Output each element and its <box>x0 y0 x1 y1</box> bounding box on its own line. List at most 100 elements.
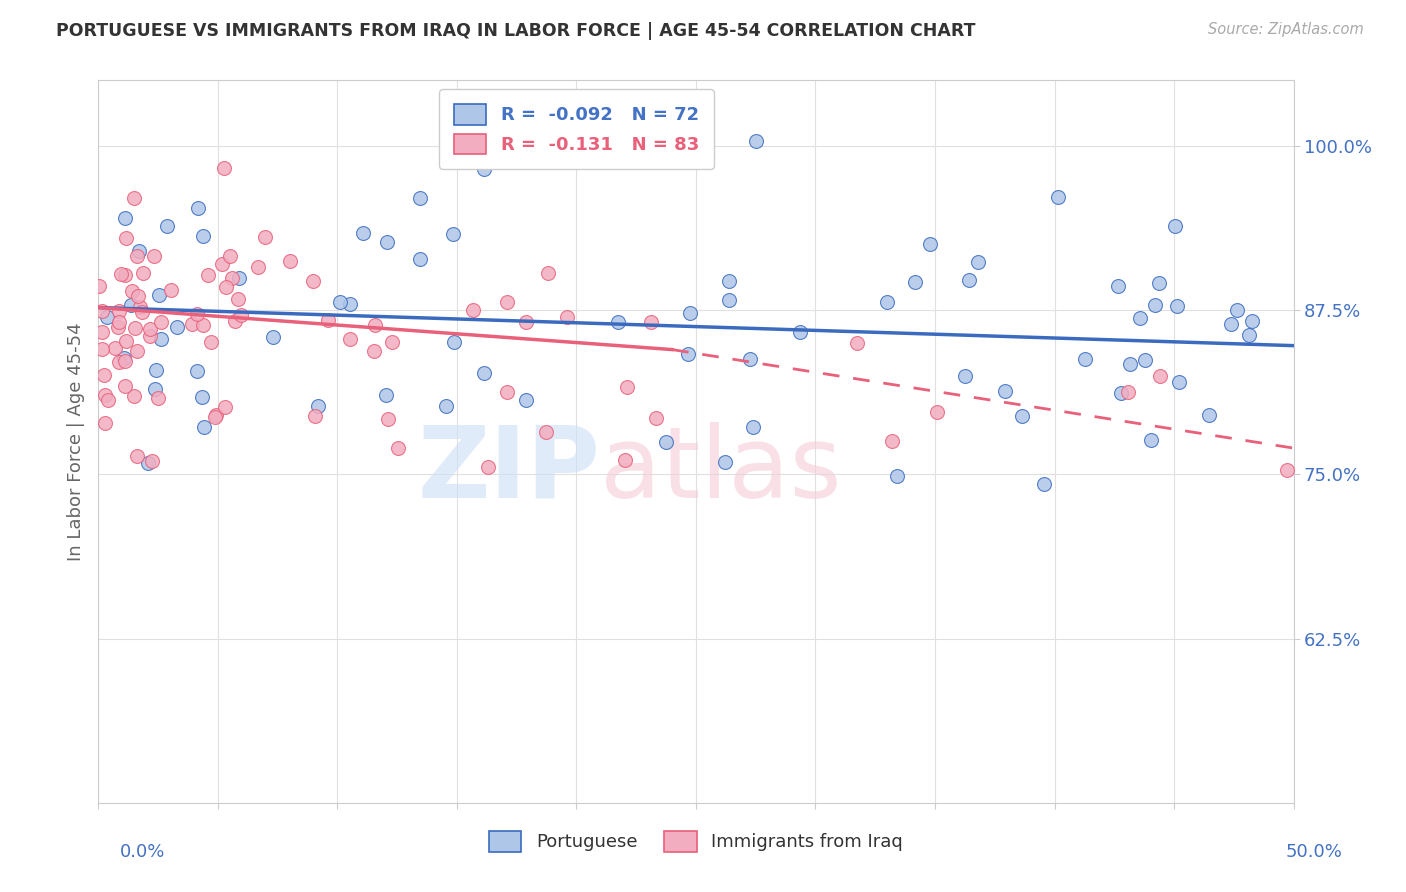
Point <box>186 364 208 378</box>
Point <box>738 352 761 367</box>
Point <box>124 321 146 335</box>
Point <box>112 351 135 365</box>
Point <box>461 303 484 318</box>
Point <box>94 388 117 402</box>
Point <box>143 382 166 396</box>
Text: PORTUGUESE VS IMMIGRANTS FROM IRAQ IN LABOR FORCE | AGE 45-54 CORRELATION CHART: PORTUGUESE VS IMMIGRANTS FROM IRAQ IN LA… <box>56 22 976 40</box>
Point <box>495 295 517 310</box>
Point <box>136 456 159 470</box>
Point <box>472 366 495 380</box>
Point <box>110 267 132 281</box>
Point <box>904 275 927 289</box>
Point <box>640 315 662 329</box>
Point <box>224 313 246 327</box>
Point <box>302 274 325 288</box>
Point <box>364 318 387 332</box>
Point <box>375 235 398 250</box>
Point <box>616 380 638 394</box>
Point <box>307 399 329 413</box>
Point <box>1109 386 1132 401</box>
Point <box>128 300 150 314</box>
Point <box>221 270 243 285</box>
Point <box>187 202 209 216</box>
Point <box>876 294 898 309</box>
Point <box>387 441 409 455</box>
Text: 0.0%: 0.0% <box>120 843 165 861</box>
Point <box>156 219 179 233</box>
Point <box>409 252 432 267</box>
Point <box>127 343 149 358</box>
Point <box>994 384 1017 398</box>
Point <box>953 368 976 383</box>
Text: 50.0%: 50.0% <box>1286 843 1343 861</box>
Point <box>742 420 765 434</box>
Point <box>304 409 326 424</box>
Point <box>377 411 399 425</box>
Point <box>925 405 948 419</box>
Point <box>229 308 252 322</box>
Point <box>1147 276 1170 290</box>
Point <box>191 228 214 243</box>
Point <box>124 388 146 402</box>
Point <box>967 255 990 269</box>
Y-axis label: In Labor Force | Age 45-54: In Labor Force | Age 45-54 <box>66 322 84 561</box>
Point <box>1198 408 1220 422</box>
Point <box>108 355 131 369</box>
Point <box>211 257 233 271</box>
Point <box>1118 384 1140 399</box>
Point <box>91 343 114 357</box>
Point <box>254 230 277 244</box>
Point <box>191 318 214 332</box>
Point <box>91 304 114 318</box>
Point <box>143 248 166 262</box>
Legend: Portuguese, Immigrants from Iraq: Portuguese, Immigrants from Iraq <box>474 816 918 866</box>
Point <box>214 401 236 415</box>
Point <box>1129 310 1152 325</box>
Point <box>114 268 136 283</box>
Point <box>606 315 628 329</box>
Point <box>215 280 238 294</box>
Point <box>845 335 868 350</box>
Point <box>96 310 118 324</box>
Point <box>381 335 404 350</box>
Point <box>745 134 768 148</box>
Point <box>145 363 167 377</box>
Point <box>87 279 110 293</box>
Point <box>218 249 240 263</box>
Point <box>1226 302 1249 317</box>
Point <box>443 334 465 349</box>
Point <box>204 409 226 424</box>
Point <box>228 271 250 285</box>
Point <box>679 306 702 320</box>
Point <box>718 293 741 308</box>
Text: Source: ZipAtlas.com: Source: ZipAtlas.com <box>1208 22 1364 37</box>
Point <box>108 303 131 318</box>
Point <box>226 292 249 306</box>
Point <box>214 161 236 176</box>
Point <box>190 391 212 405</box>
Point <box>1149 368 1171 383</box>
Point <box>434 399 457 413</box>
Point <box>614 453 637 467</box>
Point <box>131 304 153 318</box>
Point <box>114 353 136 368</box>
Point <box>148 288 170 302</box>
Point <box>1073 351 1095 366</box>
Point <box>115 231 138 245</box>
Point <box>718 274 741 288</box>
Point <box>193 420 215 434</box>
Point <box>1237 328 1260 343</box>
Point <box>149 315 172 329</box>
Point <box>886 469 908 483</box>
Point <box>139 322 162 336</box>
Point <box>477 460 499 475</box>
Point <box>114 378 136 392</box>
Point <box>180 317 202 331</box>
Point <box>127 288 149 302</box>
Point <box>115 334 138 348</box>
Point <box>678 347 700 361</box>
Point <box>472 161 495 176</box>
Point <box>918 237 941 252</box>
Point <box>150 332 173 346</box>
Point <box>515 315 537 329</box>
